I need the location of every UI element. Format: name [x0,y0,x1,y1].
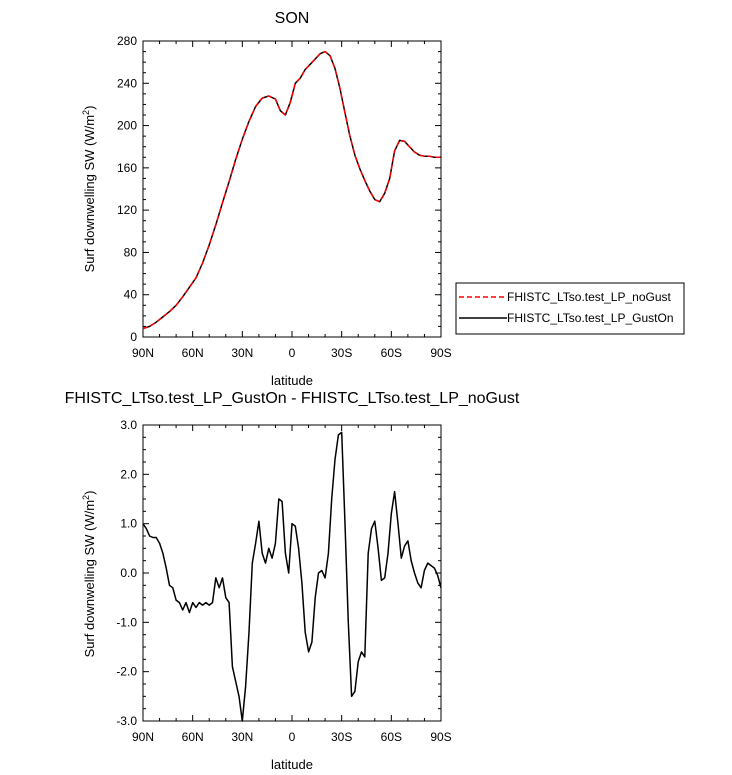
bottom-plot-area: 90N 60N 30N 0 30S 60S 90S -3.0 -2.0 -1.0 0.0 1.0 2.0… [116,418,451,744]
bottom-y-tick-label: 2.0 [120,467,137,481]
top-y-tick-label: 40 [124,288,138,302]
bottom-x-tick-label: 60N [182,730,204,744]
bottom-y-tick-label: 0.0 [120,566,137,580]
top-y-axis-label-text: Surf downwelling SW (W/m2) [81,106,97,273]
top-x-tick-label: 60S [381,346,402,360]
bottom-x-axis-label: latitude [271,757,313,772]
top-title: SON [275,10,310,27]
bottom-x-tick-label: 30S [331,730,352,744]
top-y-tick-label: 240 [117,76,137,90]
y-label-part: ) [82,106,97,110]
y-label-superscript: 2 [81,110,91,115]
legend-label-guston: FHISTC_LTso.test_LP_GustOn [507,311,674,325]
top-y-tick-label: 160 [117,161,137,175]
y-label-part: Surf downwelling SW (W/m [82,115,97,272]
top-x-tick-label: 30S [331,346,352,360]
bottom-y-tick-label: 3.0 [120,418,137,432]
top-y-tick-label: 200 [117,119,137,133]
top-x-tick-label: 90S [430,346,451,360]
y-label-part: Surf downwelling SW (W/m [82,500,97,657]
top-y-tick-label: 280 [117,34,137,48]
bottom-y-axis-label: Surf downwelling SW (W/m2) [81,491,97,658]
bottom-plot-frame [142,424,442,722]
legend-label-nogust: FHISTC_LTso.test_LP_noGust [507,290,672,304]
top-x-axis-label: latitude [271,373,313,388]
top-y-axis-label: Surf downwelling SW (W/m2) [81,106,97,273]
bottom-x-tick-label: 0 [289,730,296,744]
bottom-title: FHISTC_LTso.test_LP_GustOn - FHISTC_LTso… [65,390,520,407]
bottom-panel: FHISTC_LTso.test_LP_GustOn - FHISTC_LTso… [65,390,520,772]
top-panel: SON 90N 60N 30N 0 30S 60S 90S 0 40 80 120 160 200 240… [81,10,452,388]
top-x-tick-label: 0 [289,346,296,360]
bottom-y-axis-label-text: Surf downwelling SW (W/m2) [81,491,97,658]
top-x-tick-label: 90N [132,346,154,360]
bottom-y-tick-label: 1.0 [120,517,137,531]
top-y-tick-label: 0 [130,330,137,344]
bottom-x-tick-label: 90S [430,730,451,744]
top-plot-area: 90N 60N 30N 0 30S 60S 90S 0 40 80 120 160 200 240 280 [117,34,452,360]
bottom-x-tick-label: 90N [132,730,154,744]
top-x-tick-label: 30N [231,346,253,360]
bottom-y-tick-label: -1.0 [116,615,137,629]
top-y-tick-label: 80 [124,245,138,259]
top-plot-frame [142,40,442,338]
top-x-tick-label: 60N [182,346,204,360]
y-label-superscript: 2 [81,495,91,500]
legend: FHISTC_LTso.test_LP_noGust FHISTC_LTso.t… [455,282,685,335]
bottom-series-line-0 [142,431,442,722]
top-series-line-0 [142,50,441,330]
bottom-y-tick-label: -2.0 [116,665,137,679]
legend-box [455,282,685,335]
bottom-x-tick-label: 60S [381,730,402,744]
top-y-tick-label: 120 [117,203,137,217]
bottom-y-tick-label: -3.0 [116,714,137,728]
bottom-x-tick-label: 30N [231,730,253,744]
y-label-part: ) [82,491,97,495]
